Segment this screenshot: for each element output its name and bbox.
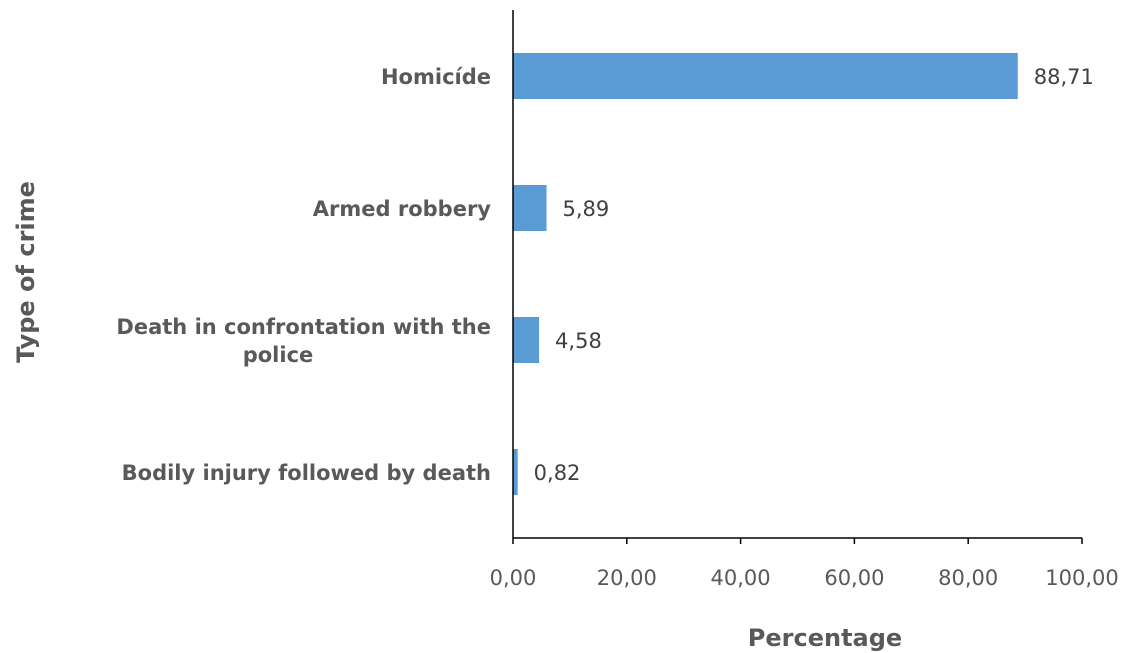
- data-label-0: 88,71: [1034, 65, 1094, 89]
- category-label-3-line-0: Bodily injury followed by death: [122, 461, 491, 485]
- x-tick-labels: 0,00 20,00 40,00 60,00 80,00 100,00: [490, 566, 1119, 590]
- x-tick-label-4: 80,00: [938, 566, 998, 590]
- x-tick-label-3: 60,00: [824, 566, 884, 590]
- data-label-1: 5,89: [563, 197, 610, 221]
- bar-2: [513, 317, 540, 363]
- data-label-3: 0,82: [534, 461, 581, 485]
- category-labels: Homicíde Armed robbery Death in confrontat…: [116, 65, 491, 485]
- category-label-0-line-0: Homicíde: [381, 65, 491, 89]
- category-label-1-line-0: Armed robbery: [313, 197, 492, 221]
- bar-3: [513, 449, 518, 495]
- y-axis-title: Type of crime: [12, 181, 40, 363]
- x-axis-title: Percentage: [748, 624, 902, 652]
- x-tick-label-0: 0,00: [490, 566, 537, 590]
- bar-1: [513, 185, 547, 231]
- category-label-2-line-1: police: [243, 343, 314, 367]
- data-label-2: 4,58: [555, 329, 602, 353]
- data-labels: 88,71 5,89 4,58 0,82: [534, 65, 1094, 485]
- x-tick-label-1: 20,00: [597, 566, 657, 590]
- category-label-2-line-0: Death in confrontation with the: [116, 315, 491, 339]
- axes: [512, 10, 1083, 544]
- x-tick-label-2: 40,00: [711, 566, 771, 590]
- bar-0: [513, 53, 1018, 99]
- bars-group: [513, 53, 1018, 495]
- x-tick-label-5: 100,00: [1045, 566, 1118, 590]
